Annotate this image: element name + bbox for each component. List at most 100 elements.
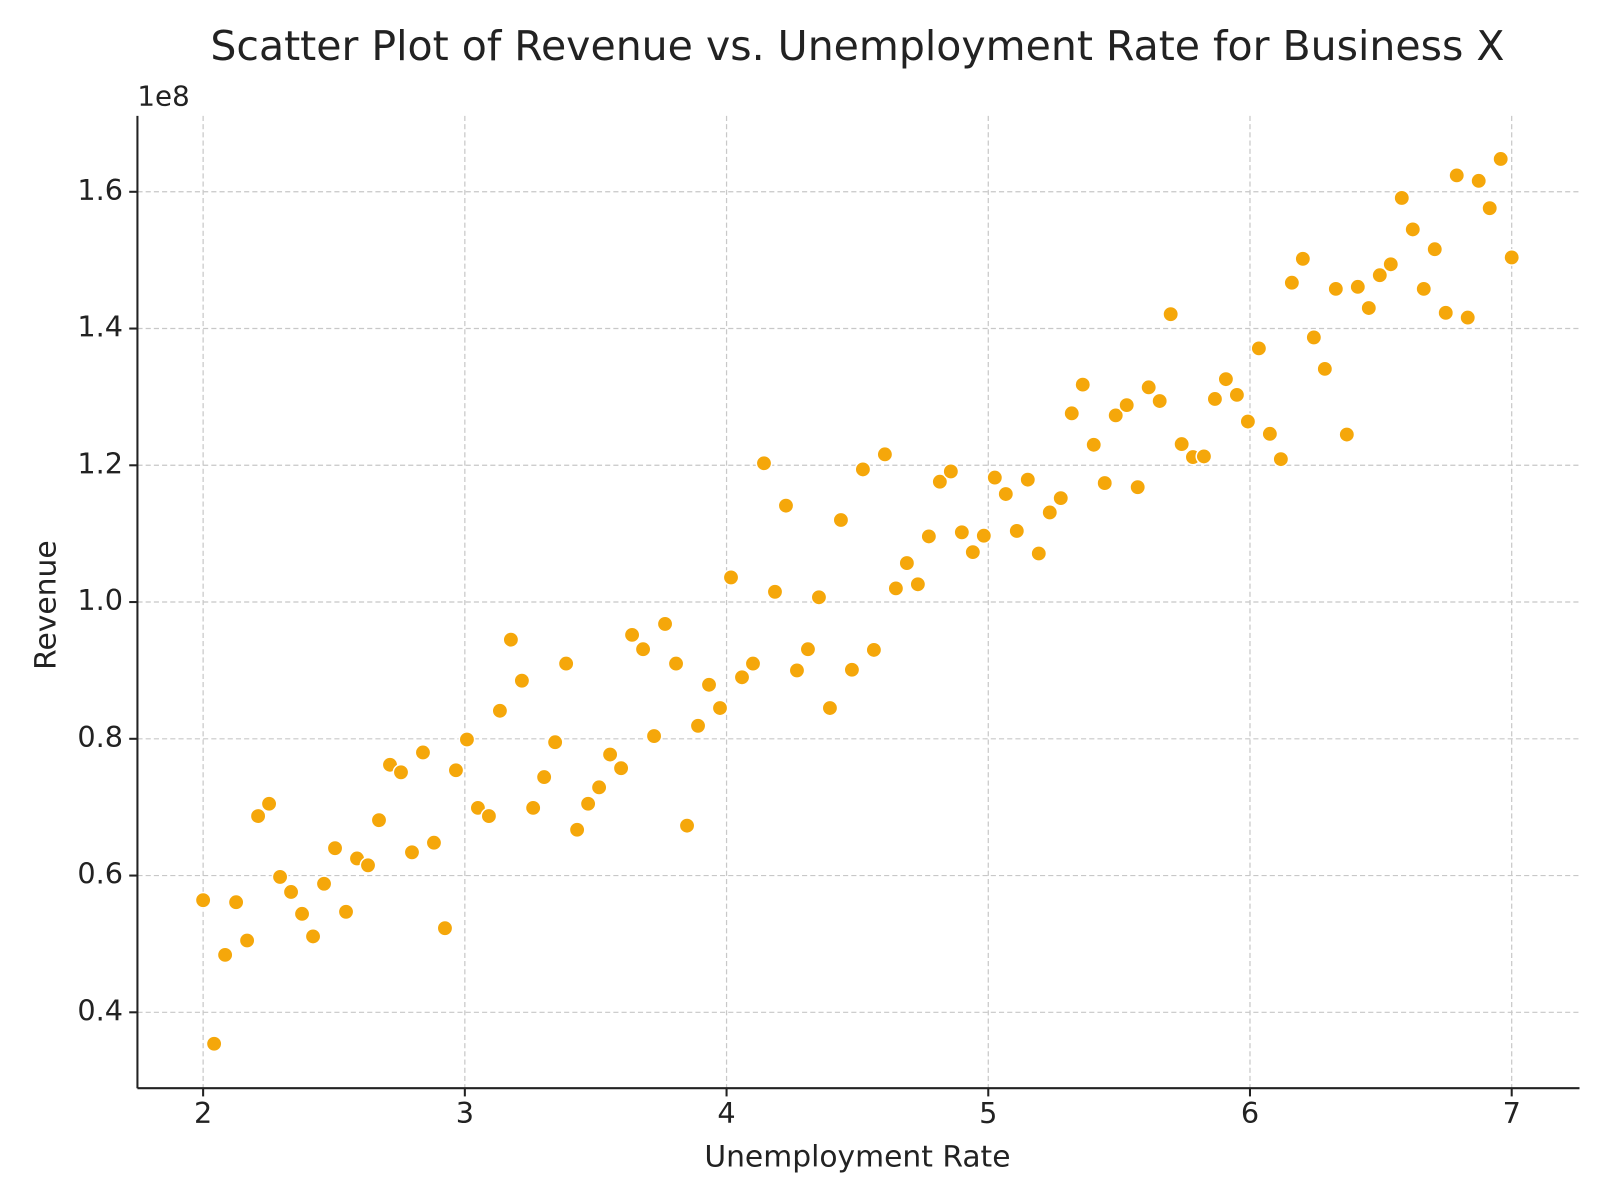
x-axis-label: Unemployment Rate [704, 1139, 1010, 1174]
y-axis-label: Revenue [29, 540, 64, 669]
point [1470, 172, 1488, 190]
point [744, 655, 762, 673]
x-tick-label: 4 [717, 1096, 735, 1130]
point [1206, 390, 1224, 408]
point [568, 821, 586, 839]
point [909, 575, 927, 593]
point [1107, 406, 1125, 424]
point [1008, 522, 1026, 540]
chart-title: Scatter Plot of Revenue vs. Unemployment… [210, 22, 1504, 70]
point [1448, 166, 1466, 184]
point [964, 543, 982, 561]
point [1250, 339, 1268, 357]
point [1283, 274, 1301, 292]
point [1173, 435, 1191, 453]
y-tick-label: 1.6 [77, 173, 123, 207]
point [1096, 474, 1114, 492]
point [1404, 220, 1422, 238]
point [392, 763, 410, 781]
point [656, 615, 674, 633]
point [931, 473, 949, 491]
point [1228, 386, 1246, 404]
point [414, 744, 432, 761]
point [1459, 309, 1477, 327]
point [810, 588, 828, 606]
point [1492, 150, 1510, 168]
point [1151, 392, 1169, 410]
point [1063, 404, 1081, 422]
point [205, 1035, 223, 1053]
y-tick-label: 0.8 [77, 720, 123, 754]
point [249, 807, 267, 825]
point [370, 811, 388, 829]
point [447, 761, 465, 779]
point [1052, 489, 1070, 507]
point [1426, 240, 1444, 258]
point [678, 817, 696, 835]
point [843, 661, 861, 679]
x-tick-label: 7 [1503, 1096, 1521, 1130]
y-tick-label: 0.4 [77, 993, 123, 1027]
point [777, 497, 795, 515]
point [1239, 413, 1257, 430]
point [1349, 278, 1367, 296]
point [1503, 248, 1521, 266]
point [293, 905, 311, 923]
point [1272, 450, 1290, 468]
point [1481, 199, 1499, 217]
point [898, 554, 916, 572]
point [1371, 266, 1389, 284]
point [260, 795, 278, 813]
point [1162, 305, 1180, 323]
point [359, 856, 377, 874]
point [282, 883, 300, 901]
point [788, 661, 806, 679]
point [1393, 189, 1411, 207]
y-tick-label: 1.0 [77, 583, 123, 617]
point [997, 485, 1015, 503]
x-tick-label: 3 [456, 1096, 474, 1130]
point [1019, 471, 1037, 489]
point [975, 527, 993, 545]
point [612, 759, 630, 777]
point [634, 640, 652, 658]
point [1118, 396, 1136, 414]
point [887, 579, 905, 597]
point [766, 583, 784, 601]
points [194, 150, 1521, 1053]
y-tick-label: 1.4 [77, 310, 123, 344]
point [1382, 255, 1400, 273]
point [194, 891, 212, 909]
point [1316, 360, 1334, 378]
point [513, 672, 531, 690]
point [436, 919, 454, 937]
point [601, 746, 619, 763]
point [1305, 328, 1323, 346]
point [942, 462, 960, 480]
point [458, 731, 476, 748]
y-offset-label: 1e8 [137, 79, 189, 112]
point [1195, 447, 1213, 465]
point [1415, 280, 1433, 298]
point [645, 727, 663, 745]
point [304, 927, 322, 945]
point [524, 799, 542, 817]
point [271, 868, 289, 886]
x-tick-label: 6 [1241, 1096, 1259, 1130]
point [590, 778, 608, 796]
point [1074, 376, 1092, 394]
point [986, 469, 1004, 487]
point [1030, 545, 1048, 562]
point [1360, 299, 1378, 317]
ticks: 2 3 4 5 6 7 0.4 0.6 0.8 1.0 1.2 1.4 1.6 [77, 173, 1520, 1130]
point [832, 511, 850, 529]
point [1041, 504, 1059, 521]
point [227, 893, 245, 911]
point [1217, 370, 1235, 388]
point [337, 903, 355, 921]
point [425, 834, 443, 852]
point [700, 676, 718, 694]
point [920, 527, 938, 545]
